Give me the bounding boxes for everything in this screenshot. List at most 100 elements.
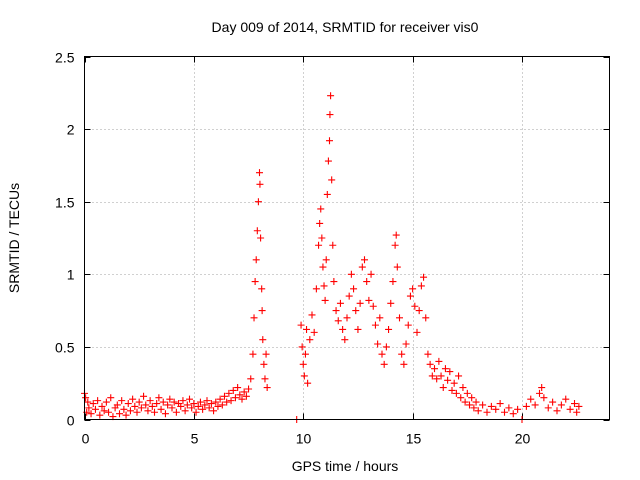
data-point	[527, 395, 535, 403]
data-point	[336, 299, 344, 307]
data-point	[557, 401, 565, 409]
data-point	[398, 350, 406, 358]
data-point	[328, 176, 336, 184]
data-point	[98, 402, 106, 410]
data-point	[374, 340, 382, 348]
data-point	[322, 256, 330, 264]
data-point	[236, 391, 244, 399]
y-tick-label: 2	[67, 122, 75, 138]
data-point	[301, 350, 309, 358]
data-point	[376, 314, 384, 322]
data-point	[238, 395, 246, 403]
data-point	[85, 404, 93, 412]
data-point	[483, 408, 491, 416]
data-point	[221, 392, 228, 400]
data-point	[190, 400, 198, 408]
data-point	[444, 376, 452, 384]
data-point	[347, 270, 355, 278]
data-point	[181, 407, 189, 415]
data-point	[365, 296, 373, 304]
data-point	[100, 407, 108, 415]
data-point	[122, 411, 130, 419]
data-point	[393, 263, 401, 271]
data-point	[487, 402, 495, 410]
data-point	[109, 413, 117, 421]
data-point	[441, 365, 449, 373]
data-point	[411, 302, 419, 310]
data-point	[164, 401, 172, 409]
data-point	[413, 328, 421, 336]
data-point	[549, 398, 557, 406]
data-point	[339, 325, 347, 333]
data-point	[203, 397, 211, 405]
data-point	[207, 400, 215, 408]
data-point	[385, 325, 393, 333]
data-point	[116, 410, 123, 418]
data-point	[330, 278, 338, 286]
data-point	[505, 404, 513, 412]
data-point	[409, 285, 417, 293]
data-point	[463, 389, 471, 397]
data-point	[216, 395, 224, 403]
data-point	[227, 397, 235, 405]
data-point	[177, 402, 185, 410]
data-point	[161, 410, 169, 418]
data-point	[297, 321, 305, 329]
data-point	[306, 336, 314, 344]
chart-title: Day 009 of 2014, SRMTID for receiver vis…	[212, 19, 479, 35]
data-point	[553, 407, 561, 415]
data-point	[382, 343, 390, 351]
data-point	[544, 404, 552, 412]
data-point	[575, 402, 583, 410]
x-tick-label: 5	[191, 431, 199, 447]
data-point	[536, 389, 543, 397]
data-point	[450, 379, 458, 387]
data-point	[218, 401, 226, 409]
data-points	[81, 92, 583, 423]
x-tick-label: 20	[515, 431, 531, 447]
data-point	[426, 360, 434, 368]
data-point	[439, 384, 447, 392]
data-point	[300, 372, 308, 380]
data-point	[334, 317, 342, 325]
data-point	[194, 402, 202, 410]
data-point	[354, 325, 362, 333]
data-point	[229, 386, 237, 394]
data-point	[172, 408, 180, 416]
data-point	[113, 401, 121, 409]
data-point	[402, 340, 410, 348]
y-tick-label: 0.5	[55, 340, 75, 356]
data-point	[318, 234, 326, 242]
data-point	[124, 400, 132, 408]
data-point	[298, 343, 306, 351]
data-point	[343, 314, 351, 322]
data-point	[358, 263, 366, 271]
data-point	[320, 282, 328, 290]
data-point	[538, 384, 546, 392]
data-point	[479, 401, 487, 409]
data-point	[89, 400, 97, 408]
data-point	[148, 402, 156, 410]
data-point	[459, 384, 467, 392]
data-point	[120, 405, 128, 413]
data-point	[151, 408, 158, 416]
data-point	[135, 398, 143, 406]
data-point	[262, 350, 270, 358]
data-point	[250, 314, 258, 322]
data-point	[157, 405, 165, 413]
data-point	[474, 407, 482, 415]
data-point	[179, 397, 187, 405]
data-point	[363, 278, 371, 286]
x-tick-label: 15	[406, 431, 422, 447]
data-point	[144, 407, 152, 415]
data-point	[91, 405, 99, 413]
data-point	[256, 180, 264, 188]
data-point	[199, 405, 207, 413]
y-tick-label: 2.5	[55, 50, 75, 66]
data-point	[406, 292, 414, 300]
data-point	[317, 205, 325, 213]
data-point	[361, 256, 368, 264]
data-point	[345, 292, 353, 300]
plot-frame	[84, 56, 610, 420]
